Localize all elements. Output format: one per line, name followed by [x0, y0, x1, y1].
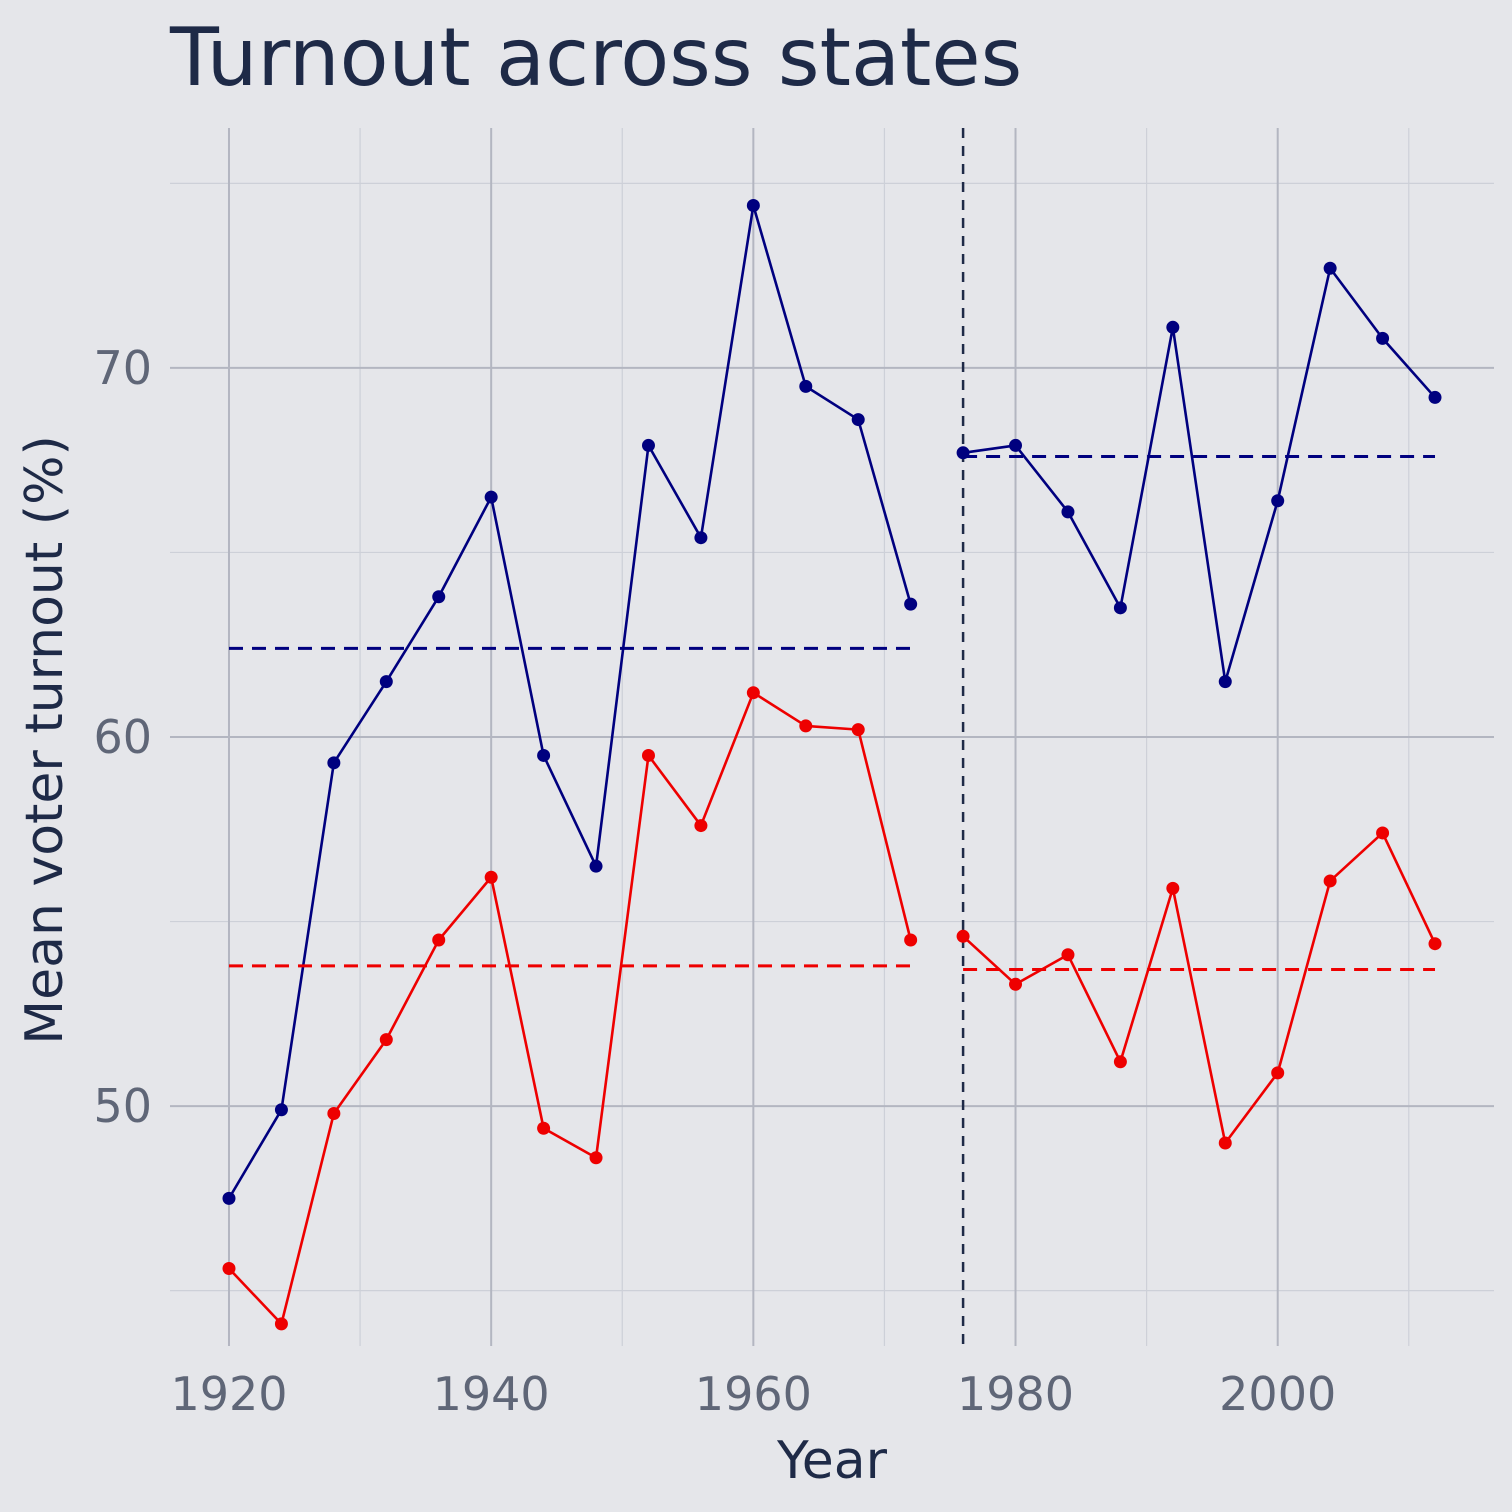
series-1-point	[851, 413, 865, 427]
series-1-point	[1323, 261, 1337, 275]
tick-labels: 1920 1940 1960 1980 2000 50 60 70	[93, 341, 1336, 1421]
y-axis-label: Mean voter turnout (%)	[15, 435, 75, 1045]
series-2-point	[1009, 977, 1023, 991]
chart-title: Turnout across states	[169, 11, 1022, 104]
series-1-point	[432, 590, 446, 604]
series-2-point	[432, 933, 446, 947]
series-1-point	[484, 490, 498, 504]
series-2-point	[1113, 1055, 1127, 1069]
series-1-point	[746, 199, 760, 213]
x-tick-label: 1940	[433, 1367, 550, 1421]
plot-area	[222, 128, 1442, 1346]
series-1-point	[1113, 601, 1127, 615]
series-1-point	[641, 438, 655, 452]
series-1-point	[589, 859, 603, 873]
series-1-point	[1271, 494, 1285, 508]
series-1-point	[1376, 331, 1390, 345]
series-1-point	[379, 675, 393, 689]
series-1-point	[904, 597, 918, 611]
y-tick-label: 50	[93, 1079, 152, 1133]
series-1-point	[222, 1191, 236, 1205]
series-2-point	[1061, 948, 1075, 962]
series-2-line	[228, 691, 912, 1326]
x-tick-label: 1960	[695, 1367, 812, 1421]
series-1-point	[799, 379, 813, 393]
series-2-point	[589, 1151, 603, 1165]
x-tick-label: 1920	[170, 1367, 287, 1421]
series-1-point	[1428, 390, 1442, 404]
series-1-point	[327, 756, 341, 770]
series-2-point	[1428, 937, 1442, 951]
series-2-point	[799, 719, 813, 733]
series-2-point	[1323, 874, 1337, 888]
series-2-point	[746, 686, 760, 700]
y-tick-label: 70	[93, 341, 152, 395]
grid	[170, 128, 1494, 1346]
series-1-point	[1218, 675, 1232, 689]
x-tick-label: 1980	[957, 1367, 1074, 1421]
series-2-line	[962, 831, 1437, 1145]
series-2-point	[1218, 1136, 1232, 1150]
series-1-point	[1166, 320, 1180, 334]
series-1-line	[962, 266, 1436, 683]
series-2-point	[1166, 881, 1180, 895]
series-1-point	[537, 748, 551, 762]
series-2-point	[694, 819, 708, 833]
series-2-point	[222, 1261, 236, 1275]
series-2-point	[379, 1033, 393, 1047]
series-1-point	[274, 1103, 288, 1117]
series-1-point	[956, 446, 970, 460]
series-2-point	[327, 1106, 341, 1120]
series-1-point	[1061, 505, 1075, 519]
series-2-point	[956, 929, 970, 943]
y-tick-label: 60	[93, 710, 152, 764]
x-tick-label: 2000	[1219, 1367, 1336, 1421]
series-1-line	[227, 204, 912, 1200]
series-2-point	[484, 870, 498, 884]
series-1-point	[1009, 438, 1023, 452]
series-1-point	[694, 531, 708, 545]
series-2-point	[851, 723, 865, 737]
series-2-point	[537, 1121, 551, 1135]
series-2-point	[1271, 1066, 1285, 1080]
series-2-point	[1376, 826, 1390, 840]
series-2-point	[641, 748, 655, 762]
series-2-point	[904, 933, 918, 947]
x-axis-label: Year	[776, 1431, 888, 1491]
series-2-point	[274, 1317, 288, 1331]
